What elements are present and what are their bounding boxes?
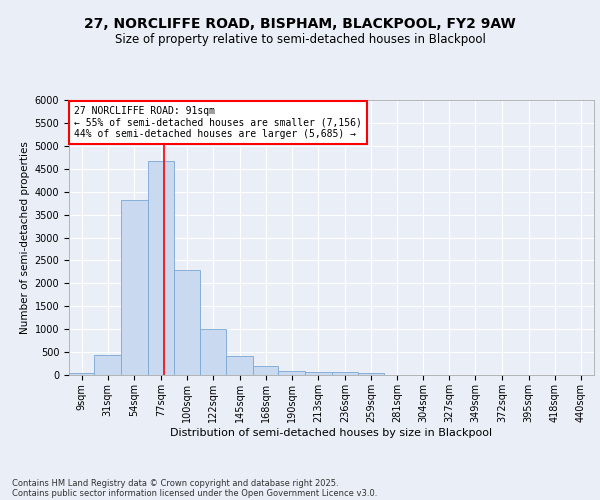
Bar: [94, 356, 121, 375]
Bar: [69, 372, 94, 375]
Bar: [226, 356, 253, 375]
Text: Contains public sector information licensed under the Open Government Licence v3: Contains public sector information licen…: [12, 488, 377, 498]
Bar: [358, 373, 383, 375]
Bar: [305, 372, 332, 375]
Bar: [253, 366, 278, 375]
Bar: [200, 329, 226, 375]
Text: 27 NORCLIFFE ROAD: 91sqm
← 55% of semi-detached houses are smaller (7,156)
44% o: 27 NORCLIFFE ROAD: 91sqm ← 55% of semi-d…: [74, 106, 362, 138]
Text: Contains HM Land Registry data © Crown copyright and database right 2025.: Contains HM Land Registry data © Crown c…: [12, 478, 338, 488]
Bar: [174, 270, 200, 375]
Y-axis label: Number of semi-detached properties: Number of semi-detached properties: [20, 141, 31, 334]
Bar: [121, 200, 148, 375]
Bar: [148, 160, 174, 375]
Text: Size of property relative to semi-detached houses in Blackpool: Size of property relative to semi-detach…: [115, 32, 485, 46]
X-axis label: Distribution of semi-detached houses by size in Blackpool: Distribution of semi-detached houses by …: [170, 428, 493, 438]
Text: 27, NORCLIFFE ROAD, BISPHAM, BLACKPOOL, FY2 9AW: 27, NORCLIFFE ROAD, BISPHAM, BLACKPOOL, …: [84, 18, 516, 32]
Bar: [278, 371, 305, 375]
Bar: [332, 372, 358, 375]
